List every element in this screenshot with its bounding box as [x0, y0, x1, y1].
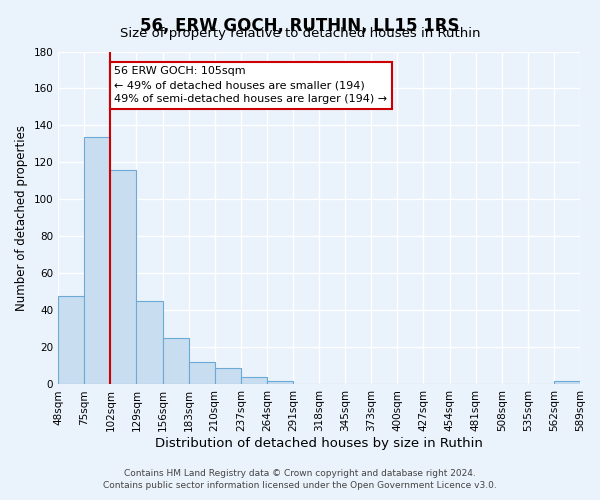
Text: Size of property relative to detached houses in Ruthin: Size of property relative to detached ho… [120, 28, 480, 40]
Bar [84, 136, 110, 384]
Text: 56, ERW GOCH, RUTHIN, LL15 1RS: 56, ERW GOCH, RUTHIN, LL15 1RS [140, 18, 460, 36]
Bar [136, 301, 163, 384]
Bar [215, 368, 241, 384]
Bar [241, 377, 267, 384]
Text: 56 ERW GOCH: 105sqm
← 49% of detached houses are smaller (194)
49% of semi-detac: 56 ERW GOCH: 105sqm ← 49% of detached ho… [114, 66, 388, 104]
Y-axis label: Number of detached properties: Number of detached properties [15, 125, 28, 311]
Bar [267, 381, 293, 384]
Text: Contains HM Land Registry data © Crown copyright and database right 2024.
Contai: Contains HM Land Registry data © Crown c… [103, 469, 497, 490]
Bar [188, 362, 215, 384]
Bar [554, 381, 580, 384]
Bar [58, 296, 84, 384]
Bar [110, 170, 136, 384]
X-axis label: Distribution of detached houses by size in Ruthin: Distribution of detached houses by size … [155, 437, 483, 450]
Bar [163, 338, 188, 384]
